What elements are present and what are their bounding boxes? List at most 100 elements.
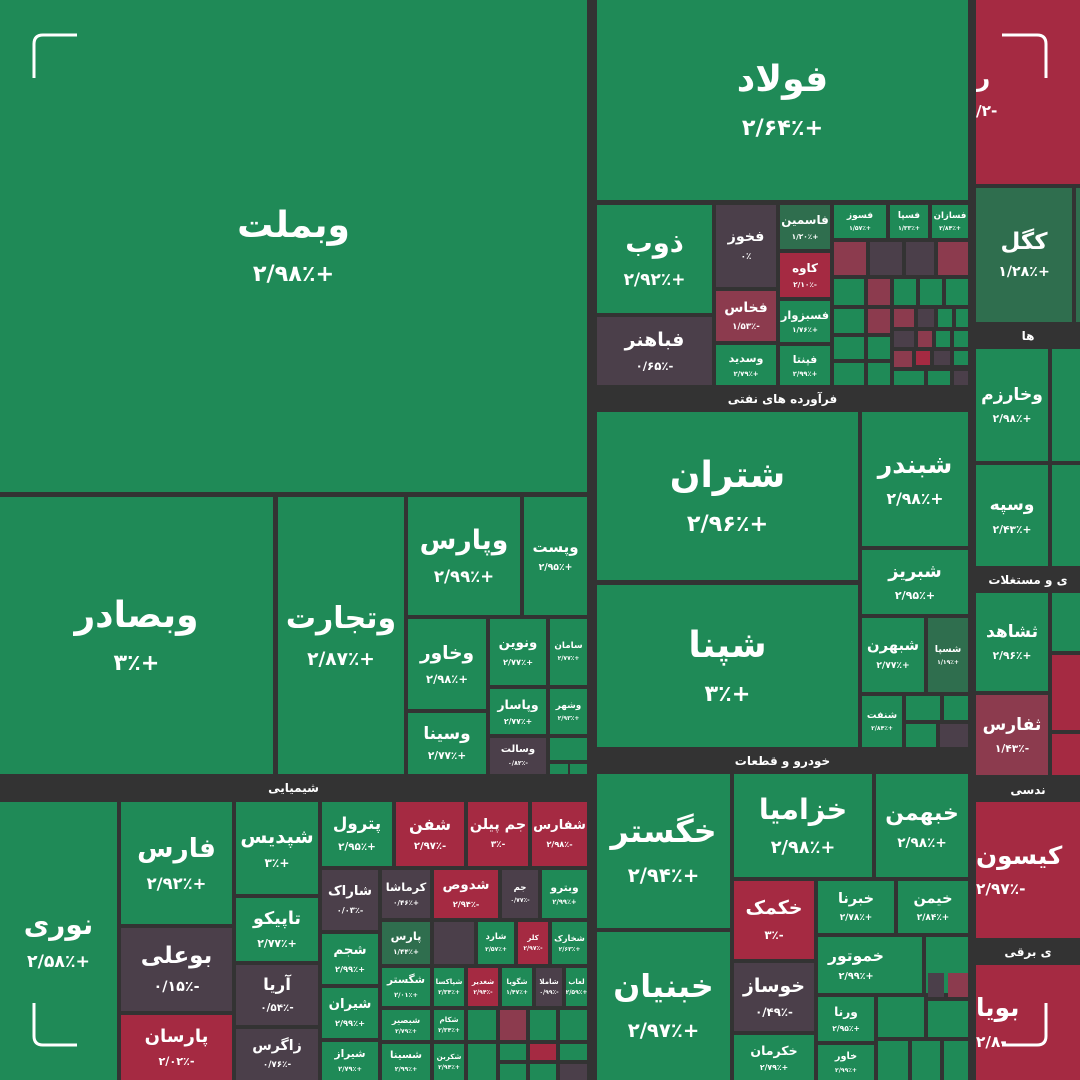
tile: [530, 1010, 556, 1040]
tile-name: خگستر: [610, 814, 717, 851]
tile: [834, 309, 864, 333]
tile-name: وسپه: [989, 495, 1035, 516]
tile-change: +۲/۹۹٪: [838, 971, 874, 983]
tile: [878, 997, 924, 1037]
tile: لعاب +۲/۵۹٪: [566, 968, 587, 1006]
tile: [928, 973, 944, 997]
tile: وسالت -۰/۸۲٪: [490, 738, 546, 774]
tile-change: +۲/۹۲٪: [146, 873, 207, 893]
tile: [954, 331, 968, 347]
tile: [468, 1010, 496, 1040]
tile-change: +۲/۹۳٪: [557, 714, 580, 722]
tile-name: شخارک: [554, 932, 585, 943]
tile: [868, 363, 890, 385]
tile: [894, 371, 924, 385]
tile: شبندر +۲/۹۸٪: [862, 412, 968, 546]
tile: شپنا +۳٪: [597, 585, 858, 747]
tile-change: +۲/۹۷٪: [627, 1019, 700, 1043]
tile-change: +۲/۹۸٪: [426, 671, 468, 686]
tile-change: -۰/۱۵٪: [153, 979, 200, 996]
tile-change: -۳٪: [490, 839, 506, 850]
tile: شارد +۲/۵۷٪: [478, 922, 514, 964]
tile-change: +۲/۸۴٪: [871, 725, 893, 733]
section-header: ندسی: [976, 780, 1080, 800]
tile-change: +۲/۹۸٪: [252, 260, 335, 287]
tile: ورنا +۲/۹۵٪: [818, 997, 874, 1041]
tile-change: +۲/۷۹٪: [395, 1027, 417, 1035]
tile-name: جم: [513, 883, 527, 894]
tile-name: بوعلی: [140, 943, 213, 970]
tile: کاوه -۲/۱۰٪: [780, 253, 830, 297]
tile-name: خزامیا: [758, 791, 848, 826]
tile: [560, 1044, 587, 1060]
tile: کرماشا +۰/۴۶٪: [382, 870, 430, 918]
tile-change: +۲/۹۸٪: [897, 834, 947, 851]
tile-name: وبملت: [237, 205, 350, 247]
tile-name: نوری: [23, 907, 94, 941]
tile-name: وخاور: [419, 642, 475, 664]
tile-name: شنفت: [866, 710, 898, 722]
tile-name: فباهنر: [624, 328, 685, 351]
tile-change: -۲/۹۴٪: [473, 988, 493, 996]
tile-change: +۱/۲۰٪: [791, 231, 819, 241]
tile: وخارزم +۲/۹۸٪: [976, 349, 1048, 461]
tile: خکرمان +۲/۷۹٪: [734, 1035, 814, 1080]
tile-change: +۲/۷۹٪: [733, 369, 759, 378]
tile-change: +۲/۹۵٪: [538, 562, 573, 574]
tile-change: -۳٪: [764, 927, 784, 942]
tile-change: +۱/۱۹٪: [937, 658, 959, 666]
tile: کلر -۲/۹۷٪: [518, 922, 548, 964]
tile-name: سامان: [554, 641, 583, 652]
tile-change: -۲/۹۷٪: [413, 840, 447, 852]
tile: شسینا +۲/۹۹٪: [382, 1044, 430, 1080]
tile-name: جم پیلن: [469, 817, 527, 834]
tile: شغدیر -۲/۹۴٪: [468, 968, 498, 1006]
tile-name: فسازان: [933, 210, 967, 221]
tile: خاور +۲/۹۹٪: [818, 1045, 874, 1080]
tile-name: شپدیس: [240, 824, 314, 848]
tile-change: +۲/۹۹٪: [552, 898, 577, 907]
tile: شپاکسا +۲/۳۴٪: [434, 968, 464, 1006]
tile-name: پارس: [390, 929, 422, 944]
tile-name: فسوز: [846, 210, 874, 222]
tile-change: +۲/۹۹٪: [792, 369, 818, 378]
tile: [550, 738, 587, 760]
tile: فسوز +۱/۵۷٪: [834, 205, 886, 238]
tile-name: خاور: [834, 1050, 858, 1062]
tile-name: آریا: [263, 975, 291, 995]
tile: شکربن +۲/۹۴٪: [434, 1044, 464, 1080]
tile: فولاد +۲/۶۴٪: [597, 0, 968, 200]
tile-name: تاپیکو: [253, 908, 302, 929]
tile-change: -۲/۹۴٪: [452, 899, 480, 910]
tile: [954, 351, 968, 365]
tile-name: شدوص: [442, 878, 490, 894]
tile: [906, 724, 936, 747]
tile: وبصادر +۳٪: [0, 497, 273, 774]
tile-name: شبهرن: [866, 637, 920, 655]
tile-name: خیمن: [913, 890, 953, 907]
tile-name: خوساز: [743, 974, 805, 997]
tile-name: شغدیر: [471, 976, 495, 986]
tile: [934, 351, 950, 365]
tile: بویا -۲/۸: [976, 965, 1080, 1080]
tile-name: شبندر: [877, 450, 953, 480]
tile: [894, 279, 916, 305]
tile: وپارس +۲/۹۹٪: [408, 497, 520, 615]
tile-name: شسپا: [934, 643, 962, 655]
tile: بوعلی -۰/۱۵٪: [121, 928, 232, 1011]
tile-change: +۲/۴۳٪: [992, 522, 1032, 536]
tile: [1052, 465, 1080, 566]
tile-change: -۰/۴۹٪: [755, 1004, 793, 1019]
tile: [1052, 593, 1080, 651]
tile: فارس +۲/۹۲٪: [121, 802, 232, 924]
tile-name: شپاکسا: [435, 976, 463, 986]
tile: [918, 331, 932, 347]
tile-change: +۲/۰۱٪: [394, 991, 418, 1000]
tile: [894, 331, 914, 347]
tile: ثشاهد +۲/۹۶٪: [976, 593, 1048, 691]
tile: فسازان +۲/۸۴٪: [932, 205, 968, 238]
tile-name: کرماشا: [385, 880, 427, 895]
tile: سامان +۲/۷۷٪: [550, 619, 587, 685]
tile: فباهنر -۰/۶۵٪: [597, 317, 712, 385]
